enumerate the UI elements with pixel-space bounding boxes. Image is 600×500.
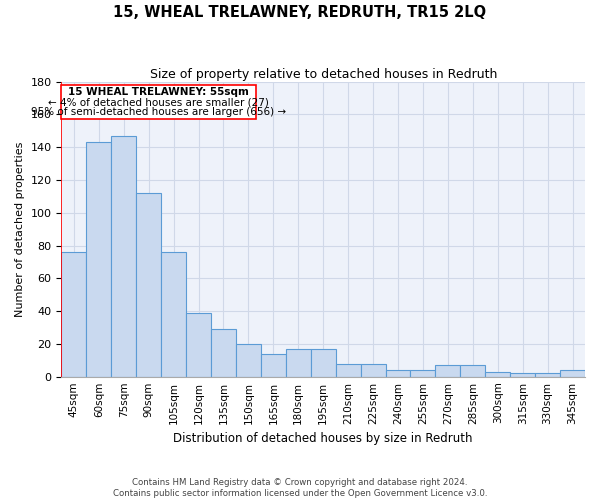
Title: Size of property relative to detached houses in Redruth: Size of property relative to detached ho…	[149, 68, 497, 80]
Text: 95% of semi-detached houses are larger (656) →: 95% of semi-detached houses are larger (…	[31, 107, 286, 117]
Bar	[61, 252, 86, 376]
Text: 15, WHEAL TRELAWNEY, REDRUTH, TR15 2LQ: 15, WHEAL TRELAWNEY, REDRUTH, TR15 2LQ	[113, 5, 487, 20]
Bar	[361, 364, 386, 376]
Bar	[186, 313, 211, 376]
Bar	[436, 365, 460, 376]
X-axis label: Distribution of detached houses by size in Redruth: Distribution of detached houses by size …	[173, 432, 473, 445]
Bar	[286, 349, 311, 376]
Bar	[161, 252, 186, 376]
Bar	[236, 344, 261, 376]
Bar	[410, 370, 436, 376]
Bar	[485, 372, 510, 376]
Bar	[261, 354, 286, 376]
Bar	[111, 136, 136, 376]
Bar	[335, 364, 361, 376]
Bar	[61, 85, 256, 119]
Bar	[211, 329, 236, 376]
Y-axis label: Number of detached properties: Number of detached properties	[15, 142, 25, 317]
Bar	[386, 370, 410, 376]
Text: 15 WHEAL TRELAWNEY: 55sqm: 15 WHEAL TRELAWNEY: 55sqm	[68, 88, 249, 98]
Bar	[311, 349, 335, 376]
Bar	[136, 193, 161, 376]
Bar	[460, 365, 485, 376]
Bar	[560, 370, 585, 376]
Bar	[510, 374, 535, 376]
Text: Contains HM Land Registry data © Crown copyright and database right 2024.
Contai: Contains HM Land Registry data © Crown c…	[113, 478, 487, 498]
Bar	[86, 142, 111, 376]
Bar	[535, 374, 560, 376]
Text: ← 4% of detached houses are smaller (27): ← 4% of detached houses are smaller (27)	[48, 97, 269, 107]
